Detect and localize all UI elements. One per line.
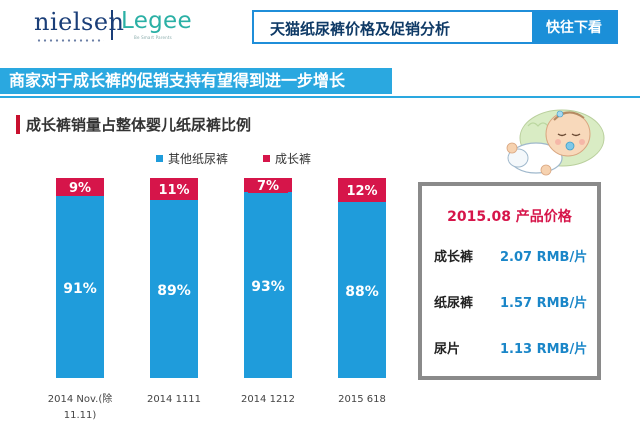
legend-swatch-other xyxy=(156,155,163,162)
sleeping-baby-icon xyxy=(506,109,605,176)
bar-segment-other xyxy=(338,202,386,378)
legend-label-growth-pants: 成长裤 xyxy=(275,152,312,166)
bar-segment-other xyxy=(56,196,104,378)
legee-logo-tagline: Be Smart Parents xyxy=(134,35,172,40)
x-tick-label: 11.11) xyxy=(64,410,97,421)
bar-segment-other xyxy=(150,200,198,378)
price-panel-title: 2015.08 产品价格 xyxy=(447,209,572,225)
x-tick-label: 2014 1111 xyxy=(147,394,201,405)
price-value: 1.57 RMB/片 xyxy=(500,296,588,311)
x-tick-label: 2015 618 xyxy=(338,394,386,405)
legend-item-growth-pants: 成长裤 xyxy=(263,150,311,167)
data-label-other: 88% xyxy=(345,284,379,300)
chart-title-accent xyxy=(16,115,20,134)
price-label: 纸尿裤 xyxy=(434,296,474,311)
legend-swatch-growth-pants xyxy=(263,155,270,162)
price-panel: 2015.08 产品价格 成长裤 2.07 RMB/片 纸尿裤 1.57 RMB… xyxy=(418,182,601,380)
chart-title: 成长裤销量占整体婴儿纸尿裤比例 xyxy=(26,116,252,134)
header-title-box: 天猫纸尿裤价格及促销分析 快往下看 xyxy=(252,10,618,44)
data-label-growth-pants: 11% xyxy=(158,183,189,198)
section-banner: 商家对于成长裤的促销支持有望得到进一步增长 xyxy=(0,68,392,94)
price-value: 1.13 RMB/片 xyxy=(500,342,588,357)
page-title: 天猫纸尿裤价格及促销分析 xyxy=(270,20,451,38)
data-label-growth-pants: 12% xyxy=(346,184,377,199)
bar-segment-other xyxy=(244,192,292,378)
data-label-other: 93% xyxy=(251,279,285,295)
nielsen-logo: nielsen xyxy=(34,8,125,36)
data-label-box-growth-pants xyxy=(154,181,194,197)
price-label: 尿片 xyxy=(434,342,461,357)
data-label-box-growth-pants xyxy=(60,181,100,193)
scroll-down-button[interactable]: 快往下看 xyxy=(532,12,616,42)
price-label: 成长裤 xyxy=(434,250,474,265)
x-tick-label: 2014 Nov.(除 xyxy=(48,392,112,405)
data-label-growth-pants: 7% xyxy=(257,179,279,194)
data-label-box-growth-pants xyxy=(248,181,288,193)
legend-label-other: 其他纸尿裤 xyxy=(168,152,229,166)
nielsen-logo-dots xyxy=(36,39,104,42)
data-label-other: 89% xyxy=(157,283,191,299)
x-tick-label: 2014 1212 xyxy=(241,394,295,405)
banner-underline xyxy=(0,96,640,98)
legend-item-other: 其他纸尿裤 xyxy=(156,150,228,167)
data-label-growth-pants: 9% xyxy=(69,181,91,196)
data-label-other: 91% xyxy=(63,281,97,297)
price-value: 2.07 RMB/片 xyxy=(500,250,588,265)
logo-divider xyxy=(111,10,113,40)
data-label-box-growth-pants xyxy=(342,181,382,199)
legee-logo: Legee xyxy=(121,8,192,34)
